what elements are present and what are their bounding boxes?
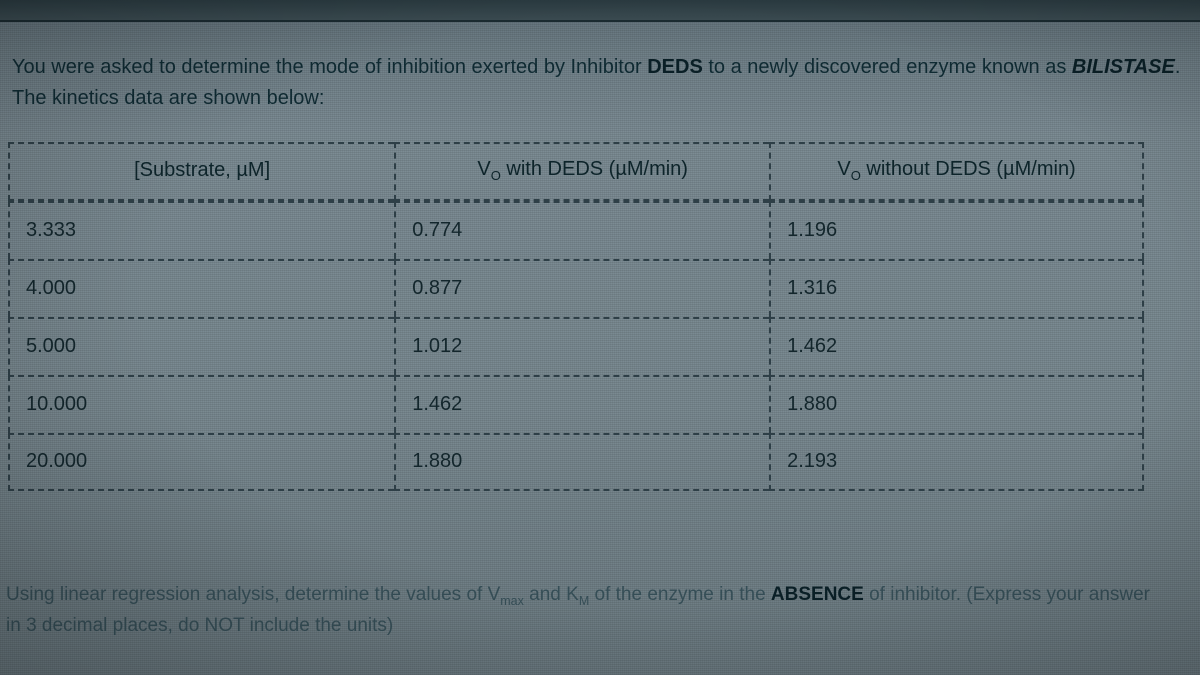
cell-substrate: 10.000	[8, 375, 394, 433]
cell-without: 2.193	[769, 433, 1144, 491]
cell-substrate: 20.000	[8, 433, 394, 491]
kinetics-table: [Substrate, µM] VO with DEDS (µM/min) VO…	[8, 142, 1144, 491]
enzyme-name: BILISTASE	[1072, 56, 1175, 78]
cell-without: 1.462	[769, 317, 1144, 375]
col-substrate: [Substrate, µM]	[8, 142, 394, 201]
col-vo-without-deds: VO without DEDS (µM/min)	[769, 142, 1144, 201]
inhibitor-name: DEDS	[647, 56, 703, 78]
table-header-row: [Substrate, µM] VO with DEDS (µM/min) VO…	[8, 142, 1144, 201]
footer-line2: in 3 decimal places, do NOT include the …	[6, 615, 393, 636]
window-topbar	[0, 0, 1200, 22]
vo-with-sub: O	[491, 168, 501, 183]
table-body: 3.333 0.774 1.196 4.000 0.877 1.316 5.00…	[8, 201, 1144, 491]
vo-without-post: without DEDS (µM/min)	[861, 158, 1076, 180]
question-content: You were asked to determine the mode of …	[6, 52, 1200, 491]
footer-mid: and K	[524, 584, 579, 605]
vo-without-sub: O	[851, 168, 861, 183]
footer-tail: of inhibitor. (Express your answer	[864, 584, 1150, 605]
cell-with: 1.012	[394, 317, 769, 375]
footer-pre: Using linear regression analysis, determ…	[6, 584, 500, 605]
cell-with: 1.880	[394, 433, 769, 491]
question-footer: Using linear regression analysis, determ…	[6, 580, 1190, 641]
col-vo-with-deds: VO with DEDS (µM/min)	[394, 142, 769, 201]
table-row: 10.000 1.462 1.880	[8, 375, 1144, 433]
footer-sub-vmax: max	[500, 594, 524, 608]
table-row: 20.000 1.880 2.193	[8, 433, 1144, 491]
intro-mid: to a newly discovered enzyme known as	[703, 56, 1072, 78]
vo-without-pre: V	[837, 158, 850, 180]
footer-post: of the enzyme in the	[589, 584, 771, 605]
footer-absence: ABSENCE	[771, 584, 864, 605]
cell-without: 1.196	[769, 201, 1144, 259]
vo-with-pre: V	[477, 158, 490, 180]
cell-with: 0.774	[394, 201, 769, 259]
question-intro: You were asked to determine the mode of …	[12, 52, 1190, 114]
table-row: 5.000 1.012 1.462	[8, 317, 1144, 375]
cell-with: 1.462	[394, 375, 769, 433]
cell-substrate: 5.000	[8, 317, 394, 375]
cell-without: 1.880	[769, 375, 1144, 433]
table-row: 4.000 0.877 1.316	[8, 259, 1144, 317]
intro-lead: You were asked to determine the mode of …	[12, 56, 647, 78]
cell-substrate: 3.333	[8, 201, 394, 259]
table-row: 3.333 0.774 1.196	[8, 201, 1144, 259]
cell-substrate: 4.000	[8, 259, 394, 317]
footer-sub-km: M	[579, 594, 589, 608]
cell-with: 0.877	[394, 259, 769, 317]
vo-with-post: with DEDS (µM/min)	[501, 158, 688, 180]
cell-without: 1.316	[769, 259, 1144, 317]
